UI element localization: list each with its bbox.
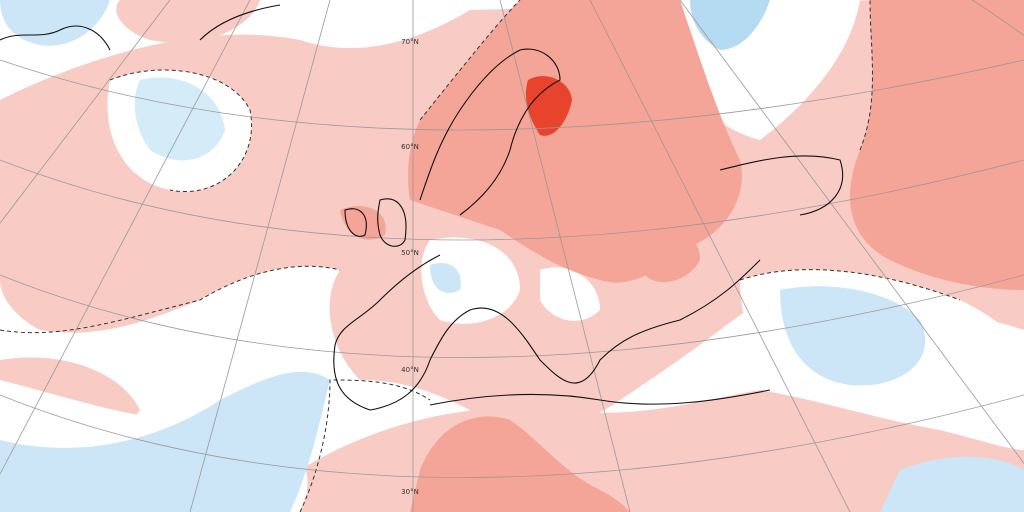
latitude-labels: 70°N 60°N 50°N 40°N 30°N	[401, 38, 419, 496]
latitude-label: 50°N	[401, 249, 419, 257]
neutral-region	[540, 267, 600, 321]
latitude-label: 60°N	[401, 143, 419, 151]
cool-region	[430, 262, 461, 293]
coastline	[0, 25, 111, 51]
meridian	[679, 0, 1024, 465]
cool-region	[690, 0, 770, 50]
warm-region	[640, 231, 700, 283]
parallel	[0, 159, 1024, 241]
cool-region	[134, 77, 225, 161]
cool-region	[0, 371, 330, 512]
latitude-label: 30°N	[401, 488, 419, 496]
warm-region	[410, 416, 630, 512]
parallel	[0, 59, 1024, 131]
contour	[109, 69, 252, 192]
meridian	[0, 0, 171, 224]
coastlines	[0, 4, 844, 411]
contour	[0, 265, 341, 334]
cool-region	[0, 0, 110, 46]
cool-region	[880, 456, 1024, 512]
cool-region	[780, 286, 926, 386]
meridian	[189, 0, 331, 512]
coastline	[344, 208, 367, 237]
coastline	[199, 4, 281, 41]
anomaly-contours	[0, 0, 961, 512]
latitude-label: 70°N	[401, 38, 419, 46]
medium-warm-anomaly	[340, 0, 1024, 512]
strong-warm-anomaly	[525, 76, 572, 136]
coastline	[429, 389, 771, 406]
contour	[739, 269, 961, 301]
parallel	[0, 394, 1024, 478]
coastline	[719, 155, 844, 216]
contour	[859, 0, 873, 151]
coastline	[419, 48, 561, 216]
warm-region	[116, 0, 260, 43]
neutral-region	[640, 0, 860, 140]
parallel	[0, 274, 1024, 358]
latitude-label: 40°N	[401, 366, 419, 374]
meridian	[499, 0, 631, 512]
coastline	[333, 254, 761, 411]
meridian	[589, 0, 851, 512]
warm-region	[850, 0, 1024, 290]
contour	[419, 0, 521, 121]
contour	[299, 379, 431, 512]
meridian	[0, 0, 251, 475]
coastline	[377, 198, 407, 247]
neutral-region	[421, 237, 520, 324]
